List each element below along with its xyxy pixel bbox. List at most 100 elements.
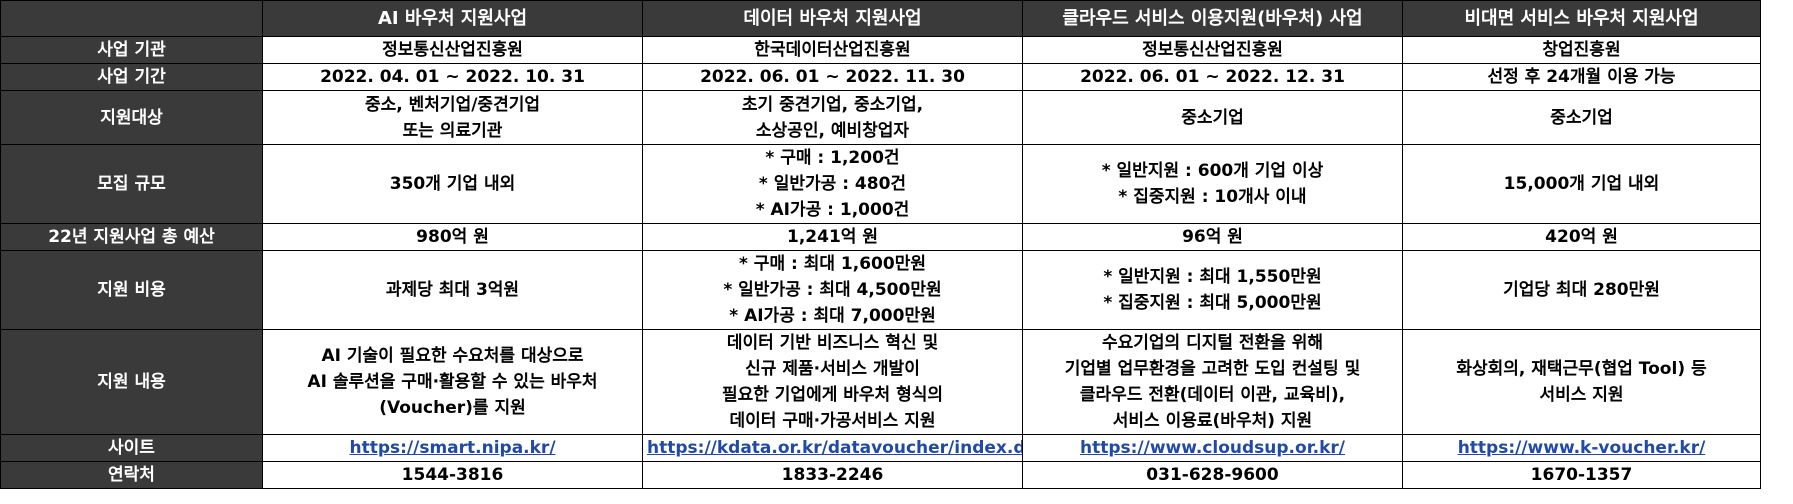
corner-cell	[0, 0, 263, 37]
cell-line: 정보통신산업진흥원	[1142, 40, 1283, 60]
site-cell: https://smart.nipa.kr/	[262, 434, 643, 462]
cell-line: 신규 제품·서비스 개발이	[745, 359, 920, 379]
table-cell: 980억 원	[262, 223, 643, 251]
cell-line: 15,000개 기업 내외	[1503, 174, 1660, 194]
contact-value: 031-628-9600	[1022, 461, 1403, 489]
column-header-cloud-voucher: 클라우드 서비스 이용지원(바우처) 사업	[1022, 0, 1403, 37]
cell-line: 서비스 이용료(바우처) 지원	[1112, 411, 1313, 431]
cell-line: 창업진흥원	[1542, 40, 1621, 60]
table-cell: 화상회의, 재택근무(협업 Tool) 등 서비스 지원	[1402, 329, 1761, 435]
voucher-comparison-table: AI 바우처 지원사업 데이터 바우처 지원사업 클라우드 서비스 이용지원(바…	[0, 0, 1761, 489]
table-cell: 96억 원	[1022, 223, 1403, 251]
cell-line: 클라우드 전환(데이터 이관, 교육비),	[1079, 385, 1346, 405]
site-link-contactless-voucher[interactable]: https://www.k-voucher.kr/	[1457, 438, 1706, 458]
cell-line: 980억 원	[416, 227, 489, 247]
table-cell: AI 기술이 필요한 수요처를 대상으로 AI 솔루션을 구매·활용할 수 있는 …	[262, 329, 643, 435]
site-cell: https://kdata.or.kr/datavoucher/index.do	[642, 434, 1023, 462]
row-header: 사업 기관	[0, 36, 263, 64]
cell-line: 선정 후 24개월 이용 가능	[1487, 67, 1676, 87]
column-header-contactless-voucher: 비대면 서비스 바우처 지원사업	[1402, 0, 1761, 37]
cell-line: 정보통신산업진흥원	[382, 40, 523, 60]
table-cell: 선정 후 24개월 이용 가능	[1402, 63, 1761, 91]
cell-line: 1,241억 원	[787, 227, 878, 247]
table-cell: 2022. 06. 01 ~ 2022. 12. 31	[1022, 63, 1403, 91]
table-cell: * 구매 : 최대 1,600만원 * 일반가공 : 최대 4,500만원 * AI…	[642, 250, 1023, 330]
table-row: 모집 규모 350개 기업 내외 * 구매 : 1,200건 * 일반가공 : 480…	[0, 144, 1761, 224]
row-header: 사업 기간	[0, 63, 263, 91]
cell-line: * 집중지원 : 10개사 이내	[1118, 187, 1307, 207]
table-cell: 초기 중견기업, 중소기업, 소상공인, 예비창업자	[642, 90, 1023, 145]
table-cell: 420억 원	[1402, 223, 1761, 251]
table-cell: 2022. 06. 01 ~ 2022. 11. 30	[642, 63, 1023, 91]
cell-line: 소상공인, 예비창업자	[755, 120, 910, 141]
table-row: 지원 내용 AI 기술이 필요한 수요처를 대상으로 AI 솔루션을 구매·활용할 …	[0, 329, 1761, 435]
cell-line: 한국데이터산업진흥원	[754, 40, 911, 60]
column-header-data-voucher: 데이터 바우처 지원사업	[642, 0, 1023, 37]
header-row: AI 바우처 지원사업 데이터 바우처 지원사업 클라우드 서비스 이용지원(바…	[0, 0, 1761, 37]
site-link-data-voucher[interactable]: https://kdata.or.kr/datavoucher/index.do	[647, 438, 1023, 458]
cell-line: 초기 중견기업, 중소기업,	[741, 94, 924, 115]
cell-line: 중소기업	[1181, 107, 1244, 128]
site-link-ai-voucher[interactable]: https://smart.nipa.kr/	[349, 438, 556, 458]
cell-line: * AI가공 : 1,000건	[755, 200, 910, 220]
cell-line: 과제당 최대 3억원	[385, 280, 520, 300]
row-header: 22년 지원사업 총 예산	[0, 223, 263, 251]
cell-line: 기업별 업무환경을 고려한 도입 컨설팅 및	[1064, 359, 1361, 379]
cell-line: * 일반가공 : 최대 4,500만원	[723, 280, 942, 300]
site-cell: https://www.k-voucher.kr/	[1402, 434, 1761, 462]
cell-line: * 집중지원 : 최대 5,000만원	[1103, 293, 1322, 313]
table-row: 사업 기관 정보통신산업진흥원 한국데이터산업진흥원 정보통신산업진흥원 창업진흥원	[0, 36, 1761, 64]
cell-line: 기업당 최대 280만원	[1503, 280, 1660, 300]
table-cell: * 일반지원 : 최대 1,550만원 * 집중지원 : 최대 5,000만원	[1022, 250, 1403, 330]
row-header: 지원대상	[0, 90, 263, 145]
cell-line: 420억 원	[1545, 227, 1618, 247]
cell-line: AI 솔루션을 구매·활용할 수 있는 바우처	[307, 372, 598, 392]
cell-line: 데이터 기반 비즈니스 혁신 및	[726, 333, 939, 353]
cell-line: AI 기술이 필요한 수요처를 대상으로	[321, 346, 584, 366]
table-cell: * 구매 : 1,200건 * 일반가공 : 480건 * AI가공 : 1,000…	[642, 144, 1023, 224]
row-header-contact: 연락처	[0, 461, 263, 489]
cell-line: 수요기업의 디지털 전환을 위해	[1101, 333, 1324, 353]
cell-line: * 일반지원 : 600개 기업 이상	[1101, 161, 1324, 181]
table-cell: 한국데이터산업진흥원	[642, 36, 1023, 64]
cell-line: 2022. 06. 01 ~ 2022. 12. 31	[1080, 67, 1345, 87]
table-cell: 15,000개 기업 내외	[1402, 144, 1761, 224]
table-cell: 중소, 벤처기업/중견기업 또는 의료기관	[262, 90, 643, 145]
table-cell: 중소기업	[1022, 90, 1403, 145]
table-cell: 기업당 최대 280만원	[1402, 250, 1761, 330]
table-cell: * 일반지원 : 600개 기업 이상 * 집중지원 : 10개사 이내	[1022, 144, 1403, 224]
cell-line: * AI가공 : 최대 7,000만원	[729, 306, 936, 326]
contact-value: 1670-1357	[1402, 461, 1761, 489]
contact-value: 1544-3816	[262, 461, 643, 489]
cell-line: 화상회의, 재택근무(협업 Tool) 등	[1456, 359, 1707, 379]
cell-line: 2022. 04. 01 ~ 2022. 10. 31	[320, 67, 585, 87]
cell-line: 또는 의료기관	[402, 120, 503, 141]
site-link-cloud-voucher[interactable]: https://www.cloudsup.or.kr/	[1079, 438, 1346, 458]
table-row: 지원 비용 과제당 최대 3억원 * 구매 : 최대 1,600만원 * 일반가공 :…	[0, 250, 1761, 330]
contact-row: 연락처 1544-3816 1833-2246 031-628-9600 167…	[0, 461, 1761, 489]
row-header: 지원 비용	[0, 250, 263, 330]
cell-line: (Voucher)를 지원	[379, 398, 526, 418]
row-header-site: 사이트	[0, 434, 263, 462]
site-cell: https://www.cloudsup.or.kr/	[1022, 434, 1403, 462]
row-header: 모집 규모	[0, 144, 263, 224]
table-cell: 2022. 04. 01 ~ 2022. 10. 31	[262, 63, 643, 91]
cell-line: 96억 원	[1182, 227, 1243, 247]
cell-line: * 구매 : 최대 1,600만원	[739, 254, 926, 274]
table-row: 22년 지원사업 총 예산 980억 원 1,241억 원 96억 원 420억 원	[0, 223, 1761, 251]
row-header: 지원 내용	[0, 329, 263, 435]
cell-line: * 일반가공 : 480건	[758, 174, 907, 194]
cell-line: 필요한 기업에게 바우처 형식의	[721, 385, 944, 405]
table-cell: 350개 기업 내외	[262, 144, 643, 224]
column-header-ai-voucher: AI 바우처 지원사업	[262, 0, 643, 37]
cell-line: * 일반지원 : 최대 1,550만원	[1103, 267, 1322, 287]
cell-line: 데이터 구매·가공서비스 지원	[729, 411, 936, 431]
table-row: 지원대상 중소, 벤처기업/중견기업 또는 의료기관 초기 중견기업, 중소기업, 소상…	[0, 90, 1761, 145]
contact-value: 1833-2246	[642, 461, 1023, 489]
cell-line: 중소기업	[1550, 107, 1613, 128]
table-cell: 창업진흥원	[1402, 36, 1761, 64]
table-cell: 과제당 최대 3억원	[262, 250, 643, 330]
